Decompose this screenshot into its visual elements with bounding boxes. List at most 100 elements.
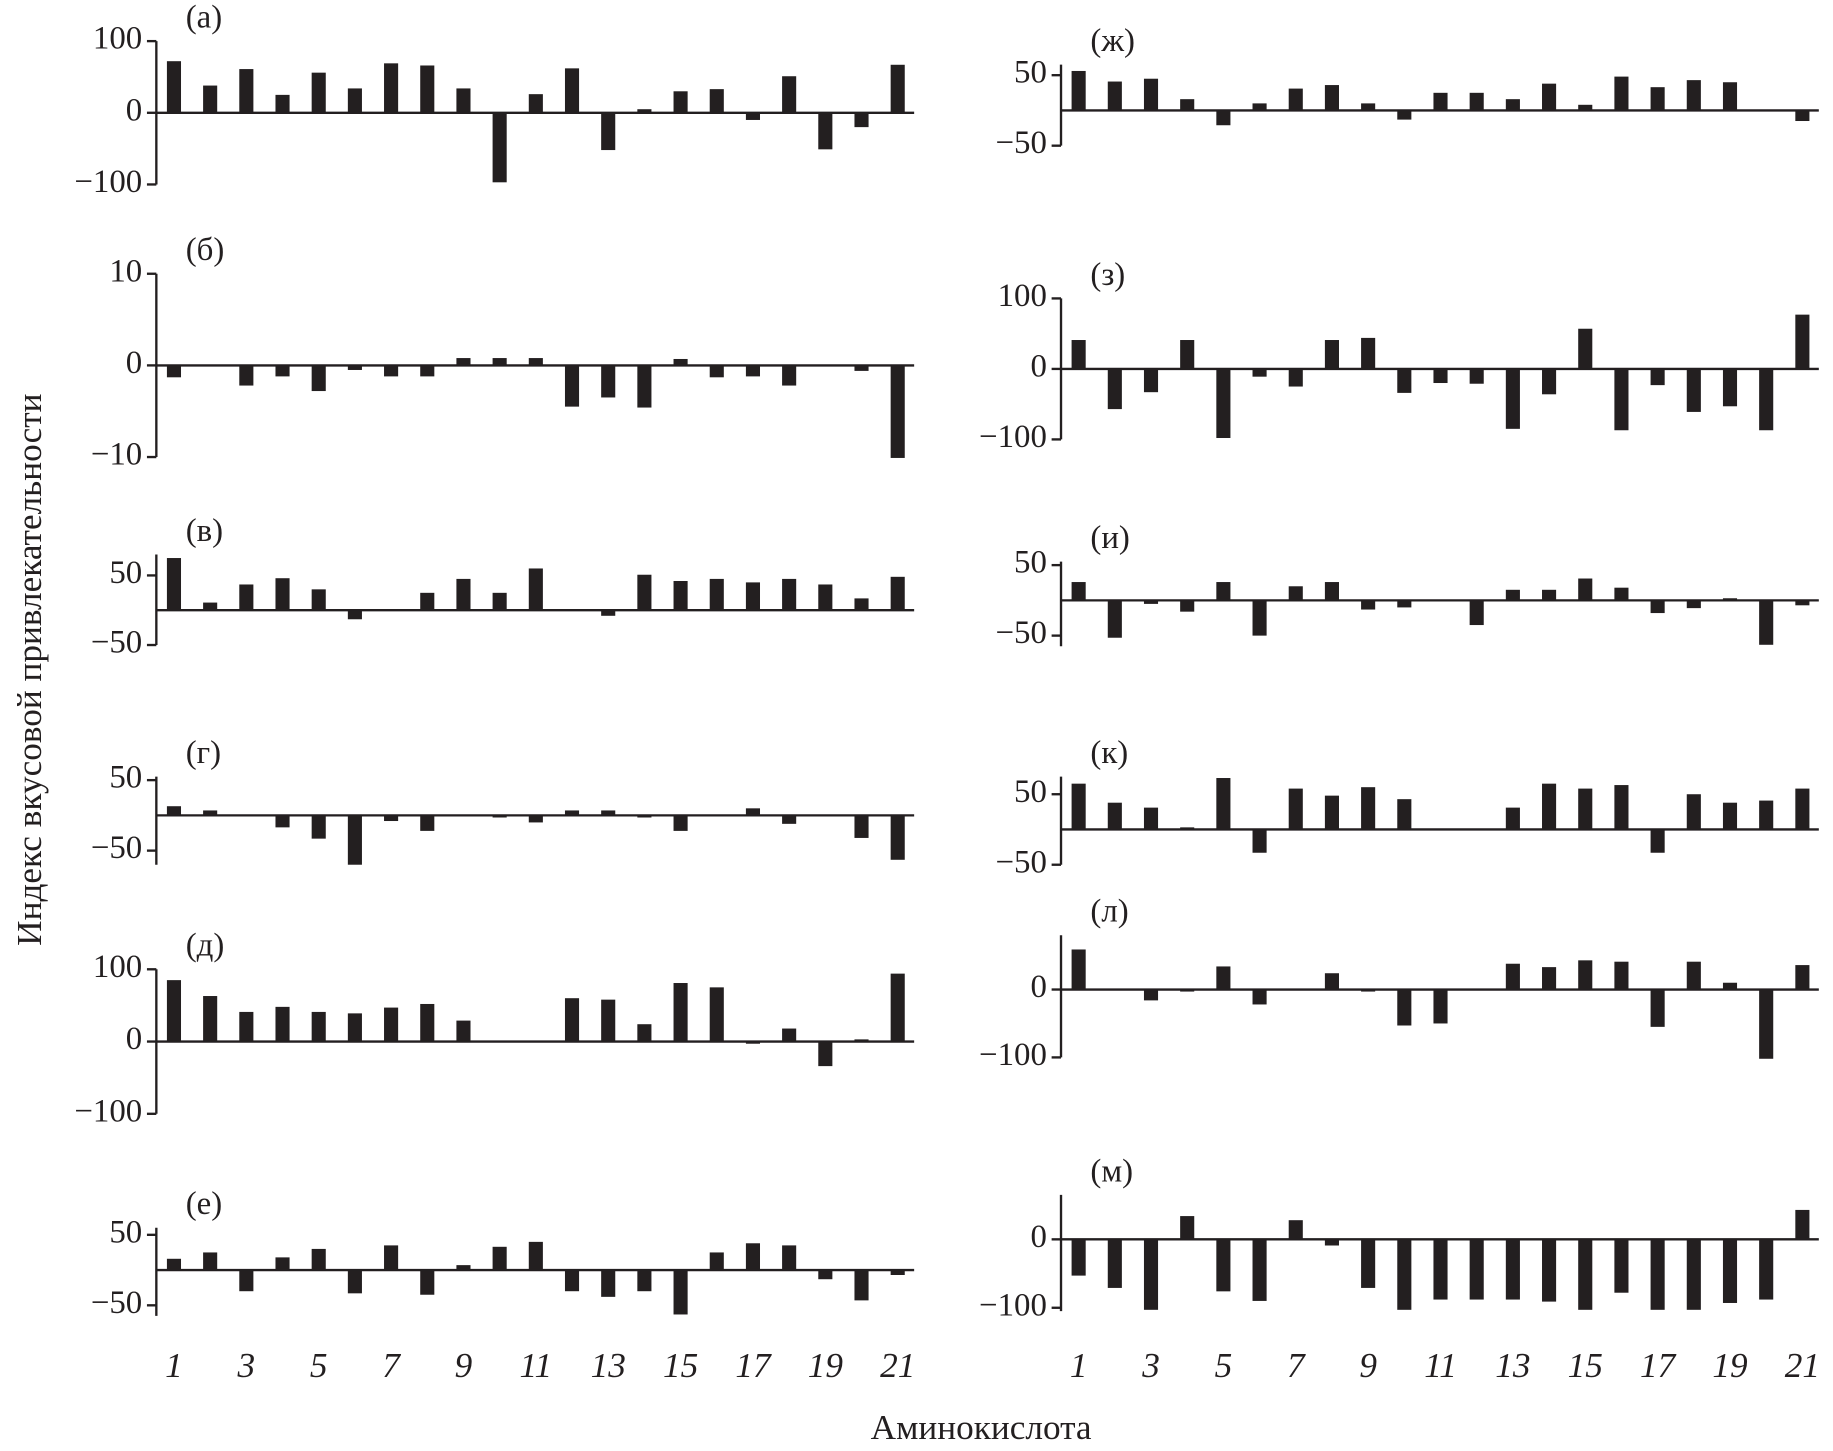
y-axis-label: Индекс вкусовой привлекательности: [10, 393, 49, 945]
panel-title: (е): [186, 1186, 223, 1222]
bar: [709, 365, 724, 378]
bar: [601, 365, 616, 398]
bar: [1180, 989, 1195, 992]
y-tick-label: −50: [91, 625, 142, 661]
bar: [1542, 967, 1557, 990]
bar: [1578, 328, 1593, 369]
bar: [1614, 961, 1629, 990]
bar: [854, 365, 869, 371]
bar: [384, 1245, 399, 1271]
y-tick-label: 50: [1014, 55, 1047, 91]
y-tick-label: 0: [1030, 348, 1046, 384]
bar: [782, 815, 797, 824]
bar: [1578, 1239, 1593, 1310]
bar: [1397, 600, 1412, 608]
x-tick-label: 17: [735, 1346, 772, 1385]
bar: [456, 88, 471, 113]
bar: [492, 815, 507, 818]
bar: [637, 815, 652, 818]
bar: [1650, 87, 1665, 111]
bar: [1216, 110, 1231, 126]
x-tick-label: 11: [520, 1346, 553, 1385]
bar: [1505, 589, 1520, 601]
bar: [1324, 340, 1339, 369]
bar: [1469, 1239, 1484, 1300]
bar: [239, 69, 254, 113]
bar: [1107, 802, 1122, 830]
bar: [1650, 600, 1665, 614]
bar: [1614, 785, 1629, 830]
bar: [166, 806, 182, 816]
bar: [1397, 368, 1412, 393]
bar: [745, 365, 761, 377]
bar: [420, 365, 435, 377]
bar: [1505, 1239, 1520, 1300]
bar: [347, 610, 362, 620]
bar: [347, 365, 362, 370]
bar: [637, 1024, 652, 1042]
bar: [1722, 368, 1738, 407]
bar: [1795, 965, 1810, 990]
y-tick-label: 100: [93, 21, 142, 57]
bar: [601, 112, 616, 151]
bar: [1614, 1239, 1629, 1293]
bar: [1686, 794, 1701, 830]
bar: [1071, 949, 1086, 990]
bar: [637, 574, 652, 611]
y-tick-label: 50: [109, 1214, 142, 1250]
bar: [709, 1252, 724, 1271]
bar: [745, 1243, 761, 1271]
x-tick-label: 13: [1495, 1346, 1530, 1385]
x-tick-label: 21: [880, 1346, 915, 1385]
bar: [1578, 788, 1593, 830]
x-tick-label: 1: [165, 1346, 183, 1385]
bar: [564, 68, 580, 113]
bar: [1107, 81, 1122, 111]
bar: [1324, 85, 1339, 111]
bar: [673, 983, 688, 1042]
bar: [528, 815, 543, 823]
x-tick-label: 15: [663, 1346, 698, 1385]
bar: [1542, 368, 1557, 395]
bar: [456, 578, 471, 611]
panel-title: (и): [1090, 520, 1130, 556]
bar: [1216, 368, 1231, 439]
bar: [528, 568, 543, 611]
bar: [492, 1246, 507, 1271]
bar: [239, 1270, 254, 1292]
y-tick-label: 0: [126, 345, 142, 381]
bar: [890, 576, 905, 611]
bar: [1542, 1239, 1557, 1302]
bar: [1216, 966, 1231, 990]
bar: [1795, 110, 1810, 122]
bar: [347, 815, 362, 865]
bar: [564, 810, 580, 816]
bar: [782, 1245, 797, 1271]
bar: [637, 1270, 652, 1292]
bar: [782, 76, 797, 113]
bar: [1650, 989, 1665, 1027]
bar: [1686, 80, 1701, 111]
x-tick-label: 9: [1359, 1346, 1377, 1385]
bar: [1361, 103, 1376, 111]
bar: [347, 1013, 362, 1042]
bar: [1143, 807, 1159, 830]
bar: [275, 815, 290, 828]
bar: [203, 85, 218, 113]
bar: [1361, 1239, 1376, 1288]
y-tick-label: −10: [91, 437, 142, 473]
bar: [203, 1252, 218, 1271]
bar: [745, 112, 761, 120]
bar: [1722, 802, 1738, 830]
bar: [854, 815, 869, 838]
bar: [1614, 587, 1629, 601]
bar: [1469, 368, 1484, 384]
bar: [1650, 829, 1665, 853]
panel-title: (б): [186, 232, 225, 268]
panel-title: (а): [186, 0, 223, 36]
x-tick-label: 15: [1568, 1346, 1603, 1385]
y-tick-label: −100: [979, 419, 1047, 455]
bar: [1650, 368, 1665, 386]
bar: [166, 980, 182, 1042]
